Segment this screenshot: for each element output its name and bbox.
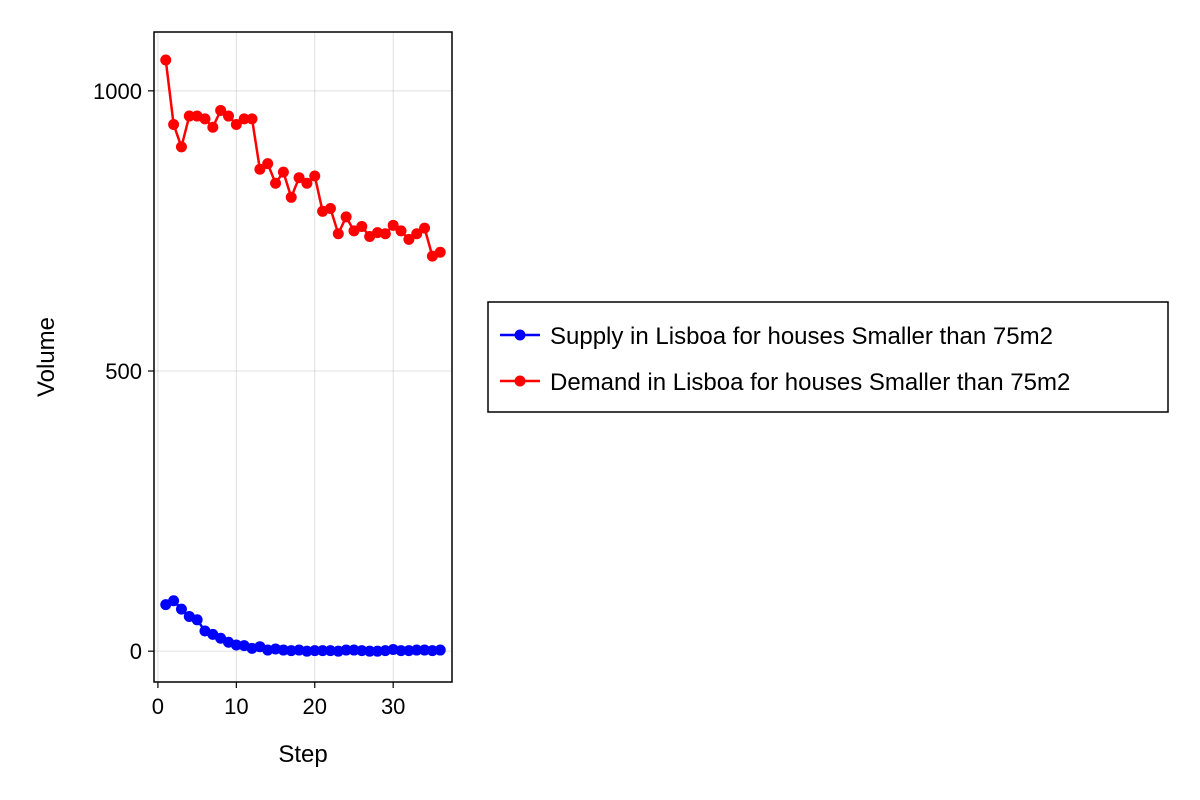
data-point (379, 228, 391, 240)
data-point (332, 228, 344, 240)
legend-marker-supply (514, 329, 526, 341)
series-0 (160, 595, 446, 657)
series-1 (160, 54, 446, 262)
legend-label-supply: Supply in Lisboa for houses Smaller than… (550, 323, 1053, 350)
data-point (395, 645, 407, 657)
data-point (364, 645, 376, 657)
y-tick-label: 0 (130, 639, 142, 664)
data-point (340, 211, 352, 223)
data-point (175, 141, 187, 153)
data-point (175, 603, 187, 615)
legend-entry-supply: Supply in Lisboa for houses Smaller than… (500, 323, 1053, 350)
data-point (403, 233, 415, 245)
x-axis-label: Step (278, 741, 327, 768)
legend-entry-demand: Demand in Lisboa for houses Smaller than… (500, 369, 1070, 396)
data-point (356, 220, 368, 232)
data-point (262, 158, 274, 170)
data-point (419, 644, 431, 656)
data-point (223, 110, 234, 122)
data-point (301, 645, 313, 657)
x-tick-label: 20 (303, 694, 327, 719)
data-point (324, 203, 336, 215)
data-point (230, 639, 242, 651)
data-point (372, 645, 383, 657)
data-point (411, 644, 423, 656)
data-point (207, 121, 219, 133)
data-point (254, 163, 266, 175)
data-point (230, 118, 242, 130)
legend-marker-demand (514, 375, 526, 387)
y-tick-label: 500 (105, 359, 142, 384)
legend-label-demand: Demand in Lisboa for houses Smaller than… (550, 369, 1070, 396)
data-point (168, 118, 180, 130)
data-point (160, 54, 172, 66)
data-point (426, 645, 438, 657)
data-point (293, 172, 305, 184)
data-point (301, 177, 313, 189)
grid-lines (154, 32, 452, 682)
data-point (317, 645, 329, 657)
x-tick-label: 30 (381, 694, 405, 719)
data-point (246, 113, 258, 125)
data-point (395, 225, 407, 237)
data-point (324, 645, 336, 657)
axis-ticks: 0 10 20 30 0 500 1000 (93, 79, 405, 719)
data-point (419, 222, 431, 234)
data-point (199, 113, 211, 125)
data-point (215, 104, 227, 116)
plot-frame (153, 31, 453, 683)
x-tick-label: 10 (224, 694, 248, 719)
data-point (340, 644, 352, 656)
data-point (183, 110, 195, 122)
data-point (434, 644, 446, 656)
data-point (285, 191, 297, 203)
data-point (285, 645, 297, 657)
series-layer (160, 54, 446, 657)
data-point (277, 166, 289, 178)
data-point (434, 246, 446, 258)
y-axis-label: Volume (33, 317, 60, 397)
data-point (277, 644, 289, 656)
data-point (403, 645, 415, 657)
data-point (168, 595, 180, 607)
data-point (387, 219, 399, 231)
data-point (270, 177, 282, 189)
legend: Supply in Lisboa for houses Smaller than… (487, 301, 1169, 413)
legend-box (487, 301, 1169, 413)
data-point (309, 170, 321, 182)
data-point (348, 644, 360, 656)
data-point (191, 614, 203, 626)
data-point (309, 645, 321, 657)
data-point (238, 113, 250, 125)
y-tick-label: 1000 (93, 79, 142, 104)
x-tick-label: 0 (152, 694, 164, 719)
data-point (356, 645, 368, 657)
data-point (411, 228, 423, 240)
